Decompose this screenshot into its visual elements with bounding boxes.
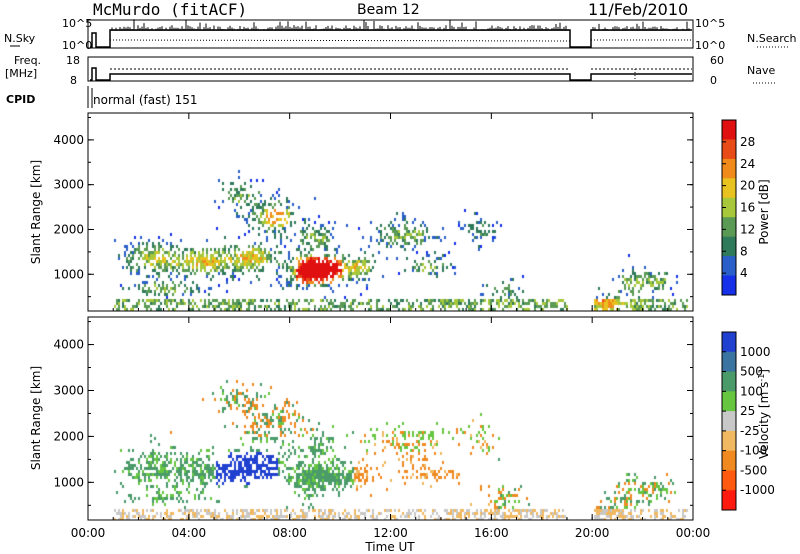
colorbar-tick-label: 4 xyxy=(740,266,748,280)
colorbar-swatch xyxy=(722,371,736,392)
noise-panel-frame xyxy=(87,19,694,49)
x-tick-label: 00:00 xyxy=(71,526,106,540)
date-title: 11/Feb/2010 xyxy=(588,0,689,19)
y-tick-label: 1000 xyxy=(53,267,84,281)
colorbar-swatch xyxy=(722,490,736,511)
colorbar-tick-label: 500 xyxy=(740,365,763,379)
freq-left-tick-hi: 18 xyxy=(66,54,80,67)
noise-panel-traces xyxy=(90,19,692,48)
colorbar-swatch xyxy=(722,351,736,373)
y-tick-label: 2000 xyxy=(53,429,84,443)
freq-left-tick-lo: 8 xyxy=(70,74,77,87)
velocity-heatmap xyxy=(88,317,693,520)
colorbar-swatch xyxy=(722,256,736,277)
colorbar-tick-label: -100 xyxy=(740,444,767,458)
y-tick-label: 3000 xyxy=(53,383,84,397)
x-tick-label: 00:00 xyxy=(676,526,711,540)
power-colorbar-label: Power [dB] xyxy=(757,179,771,244)
velocity-colorbar-label: Velocity [m s-1] xyxy=(757,369,772,459)
colorbar-swatch xyxy=(722,236,736,257)
colorbar-tick-label: -1000 xyxy=(740,483,775,497)
colorbar-swatch xyxy=(722,217,736,238)
freq-panel-frame xyxy=(87,56,694,82)
cpid-value: normal (fast) 151 xyxy=(93,93,197,107)
colorbar-swatch xyxy=(722,275,736,296)
colorbar-swatch xyxy=(722,332,736,353)
colorbar-tick-label: 25 xyxy=(740,404,755,418)
colorbar-swatch xyxy=(722,391,736,412)
colorbar-swatch xyxy=(722,197,736,218)
colorbar-swatch xyxy=(722,120,736,140)
noise-left-tick-hi: 10^5 xyxy=(62,17,92,30)
station-title: McMurdo (fitACF) xyxy=(93,0,248,19)
x-tick-label: 12:00 xyxy=(373,526,408,540)
freq-right-tick-hi: 60 xyxy=(710,54,724,67)
colorbar-tick-label: 12 xyxy=(740,222,755,236)
x-tick-label: 20:00 xyxy=(575,526,610,540)
beam-title: Beam 12 xyxy=(357,2,420,18)
colorbar-tick-label: 8 xyxy=(740,244,748,258)
power-heatmap xyxy=(88,113,693,311)
noise-right-tick-lo: 10^0 xyxy=(695,39,725,52)
x-axis-label: Time UT xyxy=(364,540,415,554)
y-tick-label: 4000 xyxy=(53,133,84,147)
power-colorbar: 28 24 20 16 12 8 4 xyxy=(721,119,755,296)
colorbar-swatch xyxy=(722,430,736,452)
freq-panel-traces xyxy=(90,67,692,81)
freq-label-2: [MHz] xyxy=(5,67,37,80)
nsearch-label: N.Search xyxy=(747,32,797,45)
y-tick-label: 1000 xyxy=(53,475,84,489)
colorbar-tick-label: -25 xyxy=(740,424,760,438)
colorbar-tick-label: 20 xyxy=(740,179,755,193)
cpid-marker xyxy=(87,86,93,108)
freq-right-tick-lo: 0 xyxy=(710,74,717,87)
cpid-label: CPID xyxy=(6,93,35,106)
colorbar-swatch xyxy=(722,470,736,491)
noise-right-tick-hi: 10^5 xyxy=(695,17,725,30)
velocity-colorbar: 1000 500 100 25 -25 -100 -500 -1000 xyxy=(721,331,775,511)
nave-label: Nave xyxy=(747,64,775,77)
colorbar-tick-label: 1000 xyxy=(740,345,771,359)
colorbar-swatch xyxy=(722,139,736,160)
colorbar-frame xyxy=(721,331,737,511)
velocity-frame xyxy=(87,316,694,521)
colorbar-tick-label: 28 xyxy=(740,135,755,149)
colorbar-swatch xyxy=(722,158,736,179)
colorbar-tick-label: 16 xyxy=(740,201,755,215)
colorbar-swatch xyxy=(722,411,736,432)
noise-left-tick-lo: 10^0 xyxy=(62,39,92,52)
x-tick-label: 08:00 xyxy=(272,526,307,540)
colorbar-tick-label: -500 xyxy=(740,463,767,477)
x-tick-label: 16:00 xyxy=(474,526,509,540)
freq-label-1: Freq. xyxy=(14,54,41,67)
power-ylabel: Slant Range [km] xyxy=(29,160,43,264)
y-tick-label: 2000 xyxy=(53,222,84,236)
velocity-ylabel: Slant Range [km] xyxy=(29,366,43,470)
colorbar-swatch xyxy=(722,178,736,199)
colorbar-swatch xyxy=(722,450,736,471)
power-frame xyxy=(87,112,694,312)
nsky-label: N.Sky xyxy=(4,32,36,45)
y-tick-label: 4000 xyxy=(53,338,84,352)
status-panels: 10^5 10^0 10^5 10^0 18 8 60 0 N.Sky N.Se… xyxy=(4,17,797,108)
colorbar-tick-label: 100 xyxy=(740,384,763,398)
colorbar-tick-label: 24 xyxy=(740,157,755,171)
y-tick-label: 3000 xyxy=(53,178,84,192)
x-tick-label: 04:00 xyxy=(172,526,207,540)
